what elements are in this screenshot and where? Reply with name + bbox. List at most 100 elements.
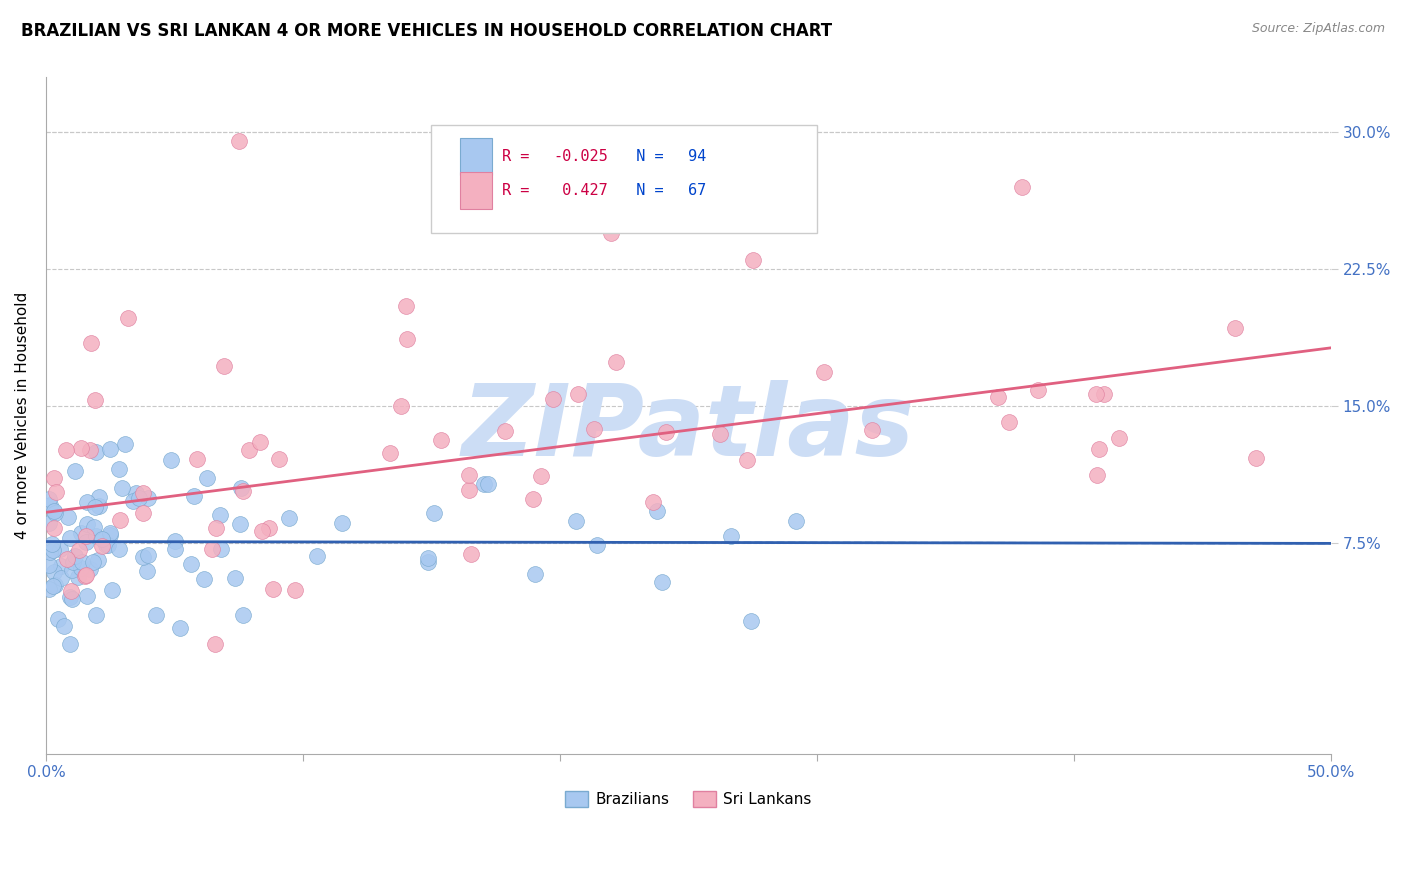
Point [600,226,623,240]
Point [193,572,215,586]
Point [76,495,98,509]
Point [1088,442,1111,456]
Text: R =: R = [502,183,538,198]
Point [59,531,82,545]
Point [114,437,136,451]
Point [67,569,90,583]
Text: R =: R = [502,149,538,164]
Point [238,443,260,458]
Point [42,471,65,485]
Point [278,511,301,525]
Point [208,508,231,522]
Point [860,423,883,437]
Point [416,555,439,569]
Point [205,521,228,535]
Point [565,514,588,528]
Point [83,393,105,408]
Text: -0.025: -0.025 [554,149,609,164]
Point [98,528,121,542]
Point [38,516,60,530]
Point [38,582,60,596]
Point [180,557,202,571]
Point [183,489,205,503]
Point [494,424,516,438]
Point [44,506,66,520]
Bar [460,138,492,176]
Point [263,582,285,596]
Point [79,443,101,458]
Point [214,359,236,373]
Point [472,477,495,491]
Point [201,541,224,556]
Point [423,506,446,520]
Point [259,521,281,535]
Point [541,392,564,407]
Point [76,590,98,604]
Point [84,608,107,623]
Text: N =: N = [617,149,672,164]
Point [1028,383,1050,397]
Point [655,425,678,440]
Bar [460,172,492,210]
Point [132,486,155,500]
Point [250,524,273,538]
Point [42,542,65,557]
Point [45,485,67,500]
Point [56,552,79,566]
Point [49,559,72,574]
Point [132,506,155,520]
Point [1092,387,1115,401]
Point [42,579,65,593]
Point [97,538,120,552]
Point [651,574,673,589]
Point [48,542,70,557]
Point [75,535,97,549]
Point [741,253,763,268]
Point [46,612,69,626]
Point [83,500,105,515]
Point [458,467,481,482]
Text: 67: 67 [689,183,707,198]
Point [42,504,65,518]
Point [38,558,60,573]
Point [117,311,139,326]
Point [232,608,254,623]
Point [195,471,218,485]
Point [62,555,84,569]
Point [1244,451,1267,466]
Point [735,453,758,467]
Point [53,618,76,632]
Point [641,495,664,509]
Point [163,534,186,549]
Point [330,516,353,530]
Point [585,538,607,552]
Point [284,582,307,597]
Point [87,553,110,567]
Point [522,492,544,507]
Point [416,550,439,565]
Point [75,529,97,543]
Point [785,514,807,528]
Point [70,560,93,574]
Point [60,592,83,607]
Point [305,549,328,564]
Point [91,539,114,553]
Point [583,422,606,436]
Point [76,516,98,531]
Point [59,637,82,651]
Point [269,452,291,467]
Point [232,484,254,499]
Point [75,567,97,582]
Point [84,445,107,459]
Point [38,545,60,559]
Point [395,299,418,313]
Text: ZIPatlas: ZIPatlas [461,381,915,477]
Point [145,607,167,622]
Point [231,481,253,495]
Point [997,415,1019,429]
Text: 0.427: 0.427 [554,183,609,198]
Legend: Brazilians, Sri Lankans: Brazilians, Sri Lankans [560,785,818,814]
Point [204,637,226,651]
Point [55,442,77,457]
Point [523,566,546,581]
